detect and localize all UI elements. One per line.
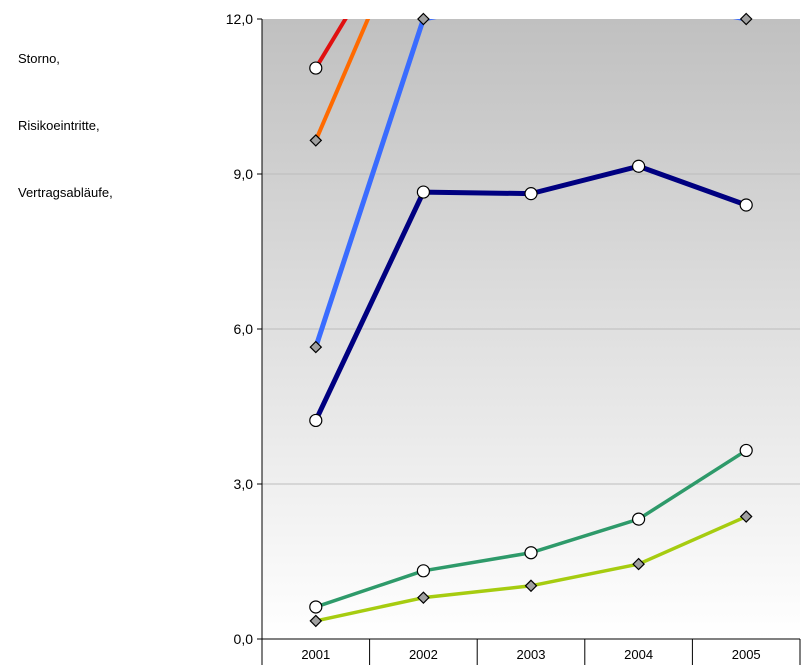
data-point-diamond (309, 614, 323, 628)
y-tick-label: 9,0 (234, 166, 254, 182)
data-point-diamond (309, 340, 323, 354)
data-point-circle (631, 159, 646, 173)
y-tick-label: 3,0 (234, 476, 254, 492)
axes (257, 18, 801, 665)
y-tick-label: 6,0 (234, 321, 254, 337)
gridlines (262, 173, 800, 485)
series-markers (309, 12, 753, 628)
y-tick-label: 0,0 (234, 631, 254, 647)
data-point-circle (309, 413, 323, 428)
x-tick-label: 2001 (301, 647, 330, 662)
data-point-diamond (524, 579, 538, 593)
data-point-circle (309, 61, 323, 75)
data-point-circle (416, 564, 430, 578)
data-point-diamond (417, 591, 430, 605)
y-tick-label: 12,0 (226, 11, 253, 27)
x-tick-label: 2005 (732, 647, 761, 662)
series-line-2 (313, 19, 371, 142)
data-point-circle (416, 185, 430, 199)
data-point-circle (739, 198, 753, 212)
legend: Storno, Risikoeintritte, Vertragsabläufe… (18, 50, 113, 251)
data-point-diamond (632, 557, 645, 571)
data-point-diamond (739, 510, 753, 523)
data-point-circle (524, 187, 538, 201)
data-point-circle (309, 600, 323, 614)
x-tick-label: 2002 (409, 647, 438, 662)
data-point-diamond (417, 12, 430, 26)
data-point-diamond (739, 12, 753, 26)
x-tick-label: 2004 (624, 647, 653, 662)
series-line-1 (314, 19, 348, 70)
data-point-circle (524, 546, 538, 560)
legend-item-risikoeintritte: Risikoeintritte, (18, 118, 100, 133)
data-point-circle (739, 443, 753, 458)
tick-labels: 0,0 3,0 6,0 9,0 12,0 2001 2002 2003 2004 2005 (226, 11, 761, 662)
legend-item-storno: Storno, (18, 51, 60, 66)
x-tick-label: 2003 (517, 647, 546, 662)
series-line-3 (313, 19, 747, 348)
data-point-circle (631, 512, 646, 526)
data-point-diamond (309, 134, 323, 147)
legend-item-vertragsablaeufe: Vertragsabläufe, (18, 185, 113, 200)
